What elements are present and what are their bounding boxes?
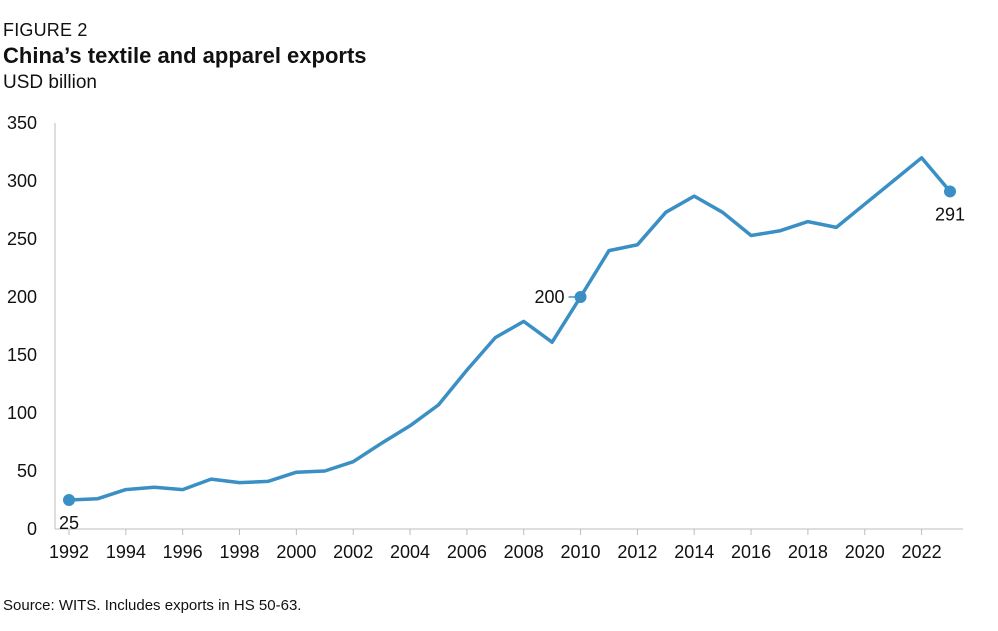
x-tick-label: 1994	[106, 542, 146, 562]
y-tick-label: 250	[7, 229, 37, 249]
chart-title: China’s textile and apparel exports	[3, 43, 367, 68]
chart-subtitle: USD billion	[3, 72, 97, 93]
x-tick-label: 2002	[333, 542, 373, 562]
y-tick-label: 300	[7, 171, 37, 191]
x-tick-label: 2016	[731, 542, 771, 562]
x-tick-label: 2000	[276, 542, 316, 562]
y-tick-label: 150	[7, 345, 37, 365]
data-point-marker	[63, 494, 75, 506]
source-note: Source: WITS. Includes exports in HS 50-…	[3, 597, 302, 614]
data-label: 25	[59, 513, 79, 533]
x-axis: 1992 1994 1996 1998 2000 2002 2004 2006 2008 2010…	[49, 528, 963, 562]
data-label: 291	[935, 204, 965, 224]
y-tick-label: 350	[7, 113, 37, 133]
x-tick-label: 2020	[845, 542, 885, 562]
x-tick-label: 1992	[49, 542, 89, 562]
series-line	[67, 156, 952, 502]
data-point-marker	[944, 185, 956, 198]
x-tick-label: 2018	[788, 542, 828, 562]
x-tick-label: 2010	[561, 542, 601, 562]
y-tick-label: 200	[7, 287, 37, 307]
y-axis: 0 50 100 150 200 250 300 350	[7, 113, 56, 539]
annotation-layer: 25 200 291	[59, 185, 965, 533]
series-layer	[67, 156, 952, 502]
x-tick-label: 2022	[902, 542, 942, 562]
x-tick-label: 2014	[674, 542, 714, 562]
data-label: 200	[535, 287, 565, 307]
x-tick-label: 2008	[504, 542, 544, 562]
x-tick-label: 2012	[617, 542, 657, 562]
x-tick-label: 2006	[447, 542, 487, 562]
y-tick-label: 0	[27, 519, 37, 539]
figure-label: FIGURE 2	[3, 20, 88, 40]
data-point-marker	[574, 291, 587, 303]
x-tick-label: 1998	[219, 542, 259, 562]
x-tick-label: 1996	[163, 542, 203, 562]
y-tick-label: 50	[17, 461, 37, 481]
x-tick-label: 2004	[390, 542, 430, 562]
y-tick-label: 100	[7, 403, 37, 423]
